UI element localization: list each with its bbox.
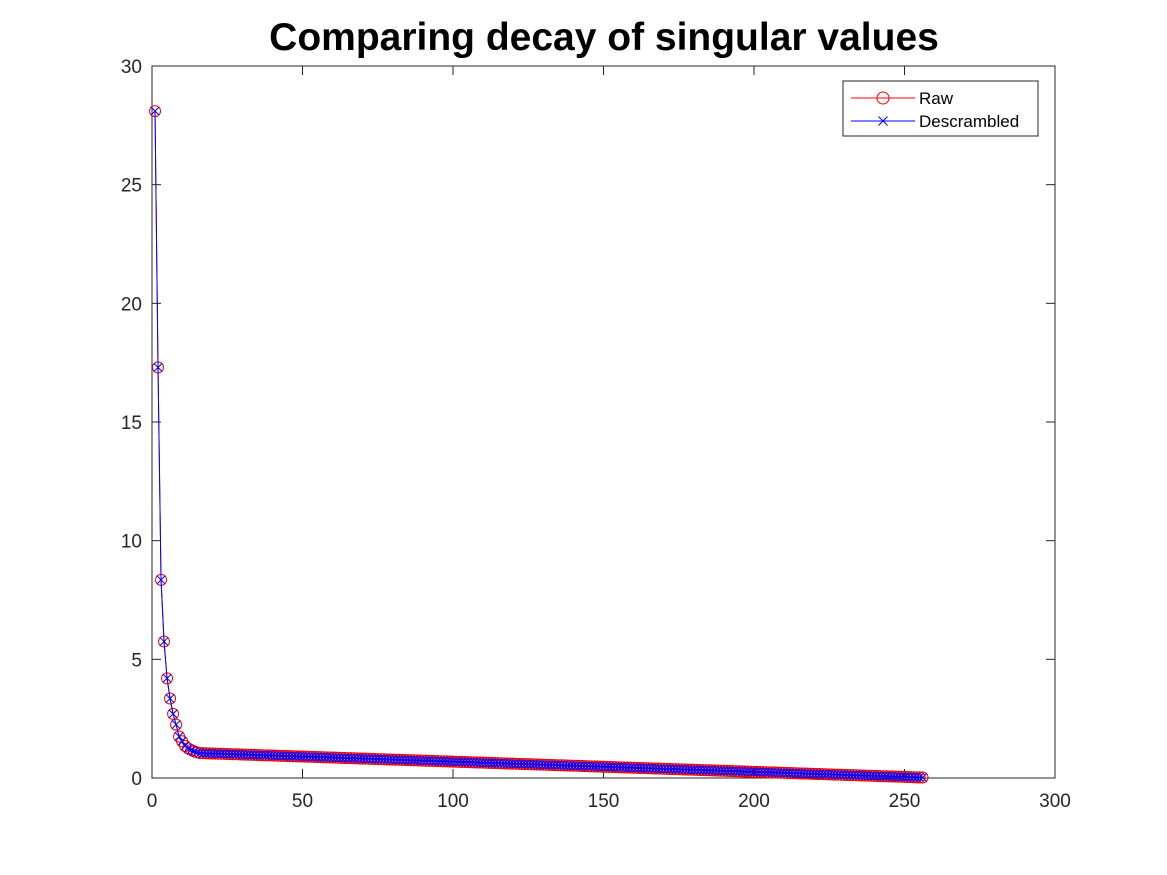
x-tick-label: 50 [292, 791, 313, 812]
x-tick-label: 250 [889, 791, 921, 812]
raw-point [164, 692, 177, 705]
x-tick-label: 0 [147, 791, 158, 812]
legend-label-descrambled: Descrambled [919, 112, 1019, 131]
series-markers-descrambled [150, 106, 928, 783]
descrambled-point [159, 636, 169, 647]
descrambled-point [914, 772, 925, 782]
descrambled-point [150, 106, 160, 116]
x-tick-label: 200 [738, 791, 770, 812]
y-tick-label: 0 [131, 769, 142, 790]
series-layer [149, 105, 929, 784]
descrambled-point [189, 746, 199, 756]
y-tick-label: 5 [131, 650, 142, 671]
x-tick-label: 150 [588, 791, 620, 812]
chart-title: Comparing decay of singular values [269, 16, 939, 59]
x-tick-label: 300 [1039, 791, 1071, 812]
y-tick-label: 20 [121, 294, 142, 315]
y-tick-label: 30 [121, 57, 142, 78]
axes-box [151, 65, 1056, 779]
descrambled-point [183, 743, 193, 753]
raw-point [170, 718, 183, 731]
descrambled-point [918, 772, 928, 783]
plot-area [151, 65, 1056, 779]
cross-icon [878, 116, 888, 126]
y-tick-label: 15 [121, 413, 142, 434]
legend: Raw Descrambled [842, 80, 1039, 137]
descrambled-point [168, 709, 178, 719]
descrambled-point [171, 720, 181, 730]
circle-icon [876, 91, 890, 105]
x-axis: 0 50 100 150 200 250 300 [147, 66, 1071, 812]
descrambled-point [153, 362, 163, 372]
y-tick-label: 10 [121, 532, 142, 553]
descrambled-point [186, 745, 196, 755]
descrambled-point [165, 693, 175, 704]
legend-box [842, 80, 1039, 137]
y-tick-label: 25 [121, 176, 142, 197]
x-tick-label: 100 [437, 791, 469, 812]
descrambled-point [156, 575, 166, 585]
descrambled-point [162, 673, 172, 683]
descrambled-point [174, 731, 184, 742]
series-line-descrambled [154, 111, 923, 779]
descrambled-point [177, 736, 187, 746]
y-axis: 0 5 10 15 20 25 30 [121, 57, 1055, 790]
legend-label-raw: Raw [919, 89, 954, 108]
